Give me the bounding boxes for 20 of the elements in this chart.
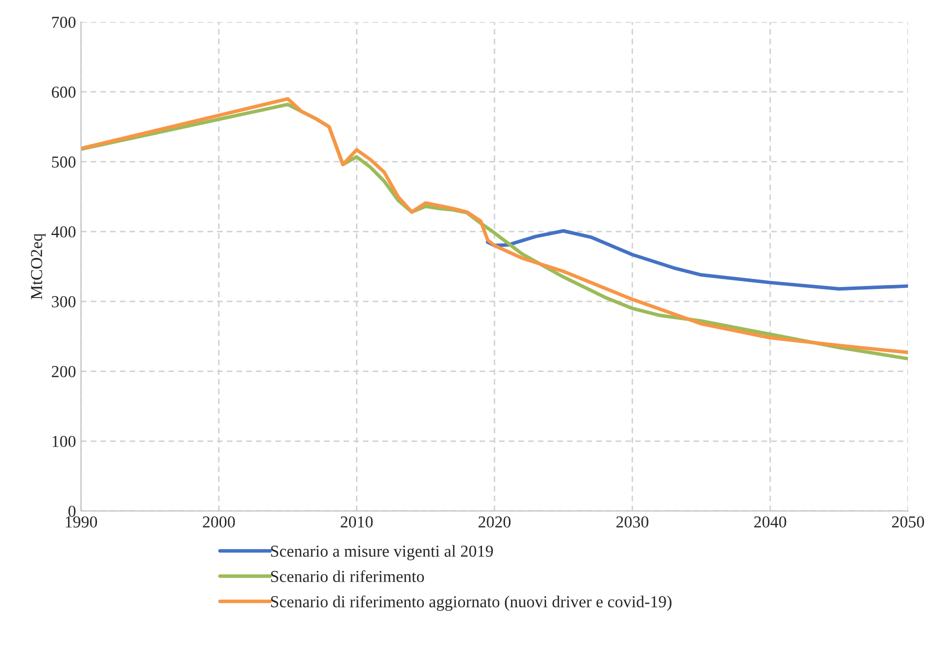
y-tick-label: 100	[52, 436, 76, 448]
y-tick-label: 600	[52, 86, 76, 98]
x-tick-label: 2040	[754, 516, 786, 528]
y-tick-label: 400	[51, 226, 76, 238]
y-tick-label: 200	[52, 366, 76, 378]
x-tick-label: 2050	[892, 516, 924, 528]
y-tick-label: 300	[52, 296, 76, 308]
x-tick-label: 2020	[478, 516, 511, 528]
legend-label: Scenario di riferimento	[271, 570, 424, 582]
y-tick-label: 500	[52, 156, 76, 168]
x-tick-label: 2010	[340, 516, 373, 528]
y-axis-title: MtCO2eq	[30, 233, 46, 300]
line-series	[486, 229, 908, 291]
y-tick-label: 0	[68, 506, 76, 517]
legend-label: Scenario a misure vigenti al 2019	[271, 545, 493, 560]
x-tick-label: 2030	[616, 516, 648, 528]
legend-label: Scenario di riferimento aggiornato (nuovi driver e covid-19)	[271, 595, 672, 611]
x-tick-label: 1990	[66, 516, 98, 528]
x-tick-label: 2000	[202, 516, 235, 528]
y-tick-label: 700	[52, 16, 76, 28]
